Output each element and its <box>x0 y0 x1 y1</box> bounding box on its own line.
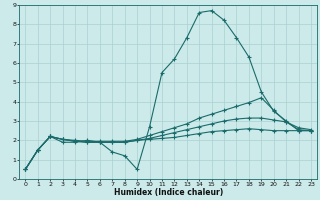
X-axis label: Humidex (Indice chaleur): Humidex (Indice chaleur) <box>114 188 223 197</box>
